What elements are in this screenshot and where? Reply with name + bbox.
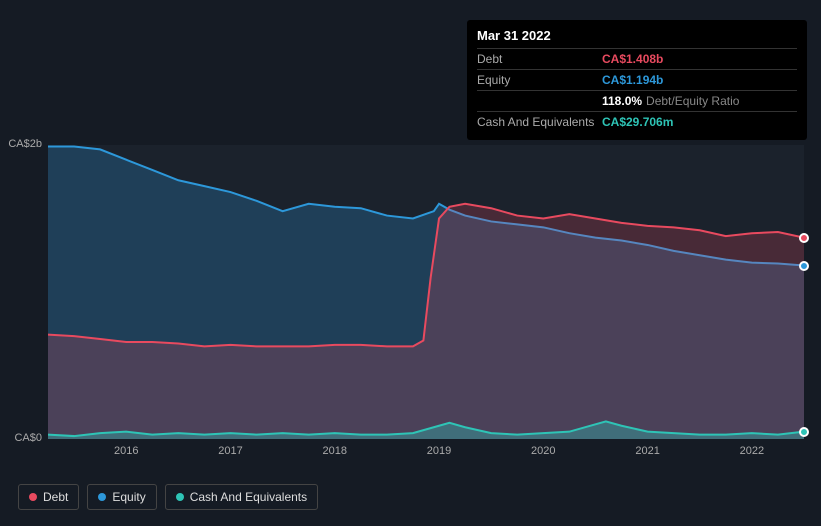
tooltip-rows: DebtCA$1.408bEquityCA$1.194b118.0%Debt/E… xyxy=(477,48,797,132)
legend-dot-icon xyxy=(29,493,37,501)
tooltip-row-value: CA$1.194b xyxy=(602,73,663,87)
tooltip-row-label: Equity xyxy=(477,73,602,87)
x-axis-label: 2022 xyxy=(740,445,764,457)
financial-chart: 2016201720182019202020212022 CA$2bCA$0 xyxy=(18,125,804,505)
legend-label: Cash And Equivalents xyxy=(190,490,307,504)
legend-item-debt[interactable]: Debt xyxy=(18,484,79,510)
chart-legend: Debt Equity Cash And Equivalents xyxy=(18,484,318,510)
tooltip-date: Mar 31 2022 xyxy=(477,28,797,48)
tooltip-row-label: Debt xyxy=(477,52,602,66)
chart-svg xyxy=(48,145,804,439)
x-axis-label: 2018 xyxy=(323,445,347,457)
legend-label: Debt xyxy=(43,490,68,504)
end-marker-equity xyxy=(799,261,809,271)
y-axis-label: CA$0 xyxy=(8,432,42,444)
tooltip-row-value: CA$1.408b xyxy=(602,52,663,66)
tooltip-row: DebtCA$1.408b xyxy=(477,48,797,69)
x-axis-label: 2020 xyxy=(531,445,555,457)
y-axis-label: CA$2b xyxy=(8,138,42,150)
x-axis-label: 2016 xyxy=(114,445,138,457)
tooltip-row-value: 118.0%Debt/Equity Ratio xyxy=(602,94,739,108)
tooltip-row-label xyxy=(477,94,602,108)
tooltip-row-sub: Debt/Equity Ratio xyxy=(646,94,739,108)
x-axis-label: 2017 xyxy=(218,445,242,457)
x-axis-label: 2021 xyxy=(635,445,659,457)
chart-tooltip: Mar 31 2022 DebtCA$1.408bEquityCA$1.194b… xyxy=(467,20,807,140)
end-marker-debt xyxy=(799,233,809,243)
end-marker-cash xyxy=(799,427,809,437)
legend-item-equity[interactable]: Equity xyxy=(87,484,156,510)
legend-dot-icon xyxy=(176,493,184,501)
legend-label: Equity xyxy=(112,490,145,504)
tooltip-row: 118.0%Debt/Equity Ratio xyxy=(477,90,797,111)
legend-dot-icon xyxy=(98,493,106,501)
x-axis: 2016 2017 2018 2019 2020 2021 2022 xyxy=(48,445,804,465)
legend-item-cash[interactable]: Cash And Equivalents xyxy=(165,484,318,510)
plot-area[interactable] xyxy=(48,145,804,439)
x-axis-label: 2019 xyxy=(427,445,451,457)
tooltip-row: EquityCA$1.194b xyxy=(477,69,797,90)
